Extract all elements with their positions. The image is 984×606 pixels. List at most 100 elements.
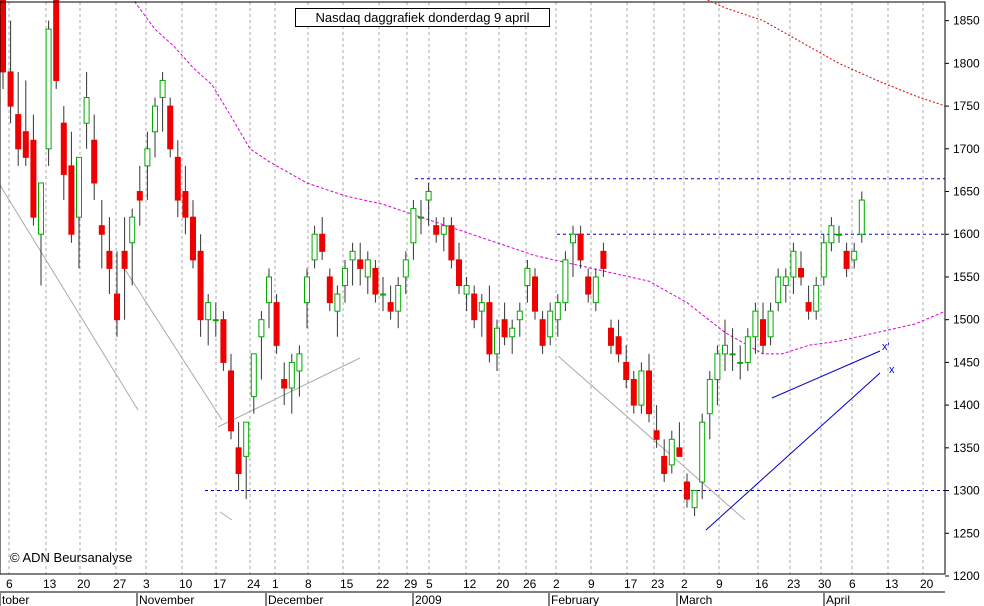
candle	[425, 182, 432, 226]
candle	[273, 294, 280, 354]
candle-body	[463, 285, 470, 295]
x-month-label: February	[551, 593, 599, 606]
candle	[547, 302, 554, 346]
candle	[668, 430, 675, 474]
candle	[623, 345, 630, 389]
candle-body	[668, 438, 675, 466]
candle-body	[83, 97, 90, 124]
candle-body	[364, 259, 371, 278]
candle	[706, 370, 713, 440]
candle-body	[129, 216, 136, 244]
candle	[258, 311, 265, 380]
candle	[828, 217, 835, 252]
candle-body	[570, 233, 576, 244]
candle	[326, 268, 333, 312]
candle-body	[190, 216, 196, 261]
candle-body	[646, 370, 652, 415]
candle	[516, 302, 523, 337]
candle	[129, 208, 136, 286]
candle-body	[577, 233, 584, 261]
candle-body	[418, 216, 424, 219]
candle	[722, 319, 728, 371]
candle	[30, 114, 37, 226]
candle	[0, 0, 6, 89]
candle-body	[152, 105, 158, 133]
candle-body	[380, 293, 386, 296]
candle	[372, 259, 379, 303]
candle-body	[858, 199, 865, 235]
candle	[494, 319, 500, 371]
candle	[737, 345, 744, 380]
y-tick-label: 1400	[953, 398, 980, 412]
candle-body	[653, 430, 660, 440]
candle-body	[494, 327, 500, 355]
candle-body	[676, 447, 683, 457]
x-day-label: 9	[716, 577, 723, 591]
candle-body	[38, 182, 44, 235]
candle	[524, 259, 531, 303]
x-day-label: 6	[6, 577, 13, 591]
candle	[486, 285, 493, 363]
candle	[767, 302, 774, 346]
candle	[266, 268, 272, 329]
candle-body	[547, 310, 554, 338]
candle	[630, 370, 637, 414]
candle	[699, 413, 706, 500]
candle	[592, 268, 599, 312]
trendline-2	[123, 267, 223, 421]
candle-body	[357, 259, 364, 269]
x-day-label: 29	[404, 577, 418, 591]
x-day-label: 23	[651, 577, 665, 591]
y-axis: 1200 1250 1300 1350 1400 1450 1500 1550 1600 1650…	[945, 14, 980, 583]
x-day-label: 20	[920, 577, 934, 591]
candle	[60, 106, 67, 201]
candle	[577, 225, 584, 269]
candle-body	[22, 131, 29, 158]
candle	[357, 242, 364, 286]
x-day-label: 6	[849, 577, 856, 591]
candle	[608, 319, 614, 354]
candle	[83, 71, 90, 149]
trendline-3	[217, 357, 361, 428]
candle	[380, 276, 386, 312]
candle	[600, 242, 607, 277]
candle	[509, 319, 516, 354]
candle	[554, 294, 561, 337]
candle-body	[212, 319, 219, 322]
candle-body	[91, 139, 98, 184]
candle	[729, 328, 736, 371]
candle-body	[684, 481, 690, 500]
candle	[7, 20, 14, 124]
candle	[38, 182, 44, 286]
candle-body	[501, 319, 508, 338]
candle	[197, 234, 204, 337]
candle-body	[440, 225, 447, 235]
candle	[836, 225, 842, 243]
candle-body	[326, 276, 333, 304]
candle	[843, 242, 850, 277]
candle	[167, 97, 174, 158]
candle	[53, 0, 60, 89]
candle-body	[661, 455, 668, 474]
x-month-label: November	[139, 593, 194, 606]
candle	[152, 97, 158, 158]
candle	[752, 302, 759, 354]
annotation-x-prime: x'	[882, 341, 890, 353]
candle-body	[456, 259, 462, 287]
candle-body	[266, 276, 272, 304]
candle-body	[395, 285, 402, 312]
candle	[296, 345, 303, 397]
candle	[121, 217, 128, 320]
candle-body	[68, 165, 75, 235]
candle	[136, 165, 143, 226]
candle	[456, 242, 462, 295]
vertical-gridlines	[8, 2, 924, 574]
ma-short	[133, 0, 946, 355]
candle	[615, 319, 622, 363]
candle-body	[478, 302, 485, 312]
candle	[570, 225, 576, 277]
x-month-label: tober	[2, 593, 29, 606]
candle	[402, 251, 409, 295]
copyright-notice: © ADN Beursanalyse	[10, 550, 133, 565]
